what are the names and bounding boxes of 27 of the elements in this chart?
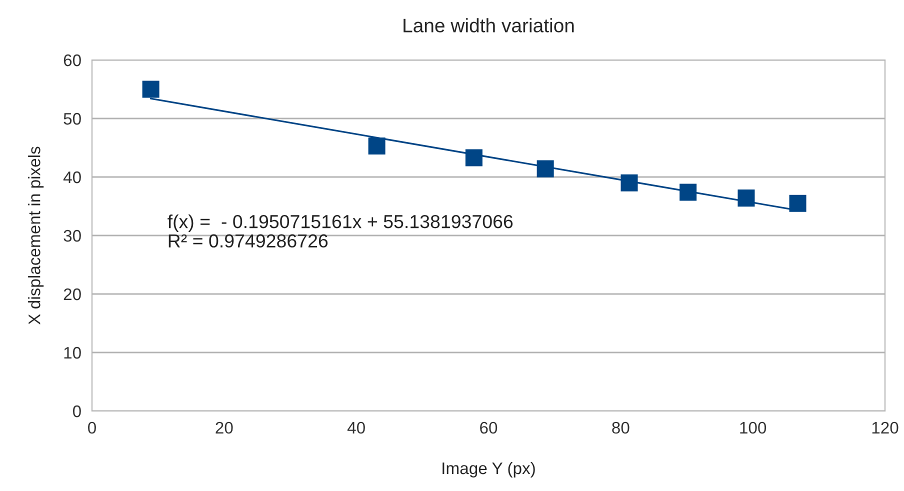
y-tick-label: 30 xyxy=(64,230,81,242)
x-tick-label: 20 xyxy=(216,422,233,434)
y-tick-label: 60 xyxy=(64,54,81,66)
y-tick-label: 50 xyxy=(64,112,81,125)
point xyxy=(142,80,160,98)
y-tick-label: 40 xyxy=(63,171,81,184)
chart-title: Lane width variation xyxy=(404,18,574,32)
y-tick-label: 20 xyxy=(64,288,81,300)
point xyxy=(620,174,638,192)
y-axis-title: X displacement in pixels xyxy=(28,146,44,325)
point xyxy=(789,194,806,212)
y-tick-label: 0 xyxy=(72,405,81,418)
annotation: R² = 0.9749286726 xyxy=(168,234,328,248)
x-tick-label: 80 xyxy=(612,422,630,434)
point xyxy=(536,160,554,178)
x-tick-label: 0 xyxy=(88,422,96,434)
x-tick-label: 40 xyxy=(347,422,365,434)
point xyxy=(368,137,386,154)
x-tick-label: 100 xyxy=(740,422,766,434)
y-tick-label: 10 xyxy=(64,346,81,359)
point xyxy=(465,149,482,166)
annotation: f(x) = - 0.1950715161x + 55.1381937066 xyxy=(168,214,513,232)
x-axis-title: Image Y (px) xyxy=(442,462,535,478)
x-tick-label: 120 xyxy=(872,422,898,434)
x-tick-label: 60 xyxy=(480,422,498,434)
point xyxy=(738,190,755,207)
point xyxy=(680,184,697,201)
